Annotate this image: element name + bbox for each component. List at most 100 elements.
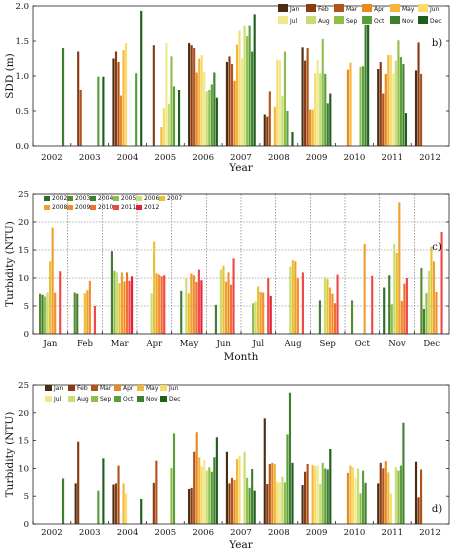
legend-swatch [45, 385, 52, 391]
bar [350, 300, 354, 334]
bar [172, 433, 176, 524]
x-tick-label: 2002 [41, 153, 63, 163]
bar [430, 246, 433, 334]
bar [73, 292, 76, 334]
bar [113, 270, 116, 334]
bar [160, 127, 163, 146]
bar [235, 44, 239, 146]
bar [44, 296, 47, 334]
legend-label: 2012 [144, 204, 159, 211]
legend-swatch [68, 396, 75, 402]
bar [112, 484, 115, 524]
bar [79, 90, 82, 146]
x-tick-label: 2008 [268, 528, 290, 538]
bar [170, 56, 173, 146]
bar [158, 274, 161, 334]
x-tick-label: 2006 [192, 153, 214, 163]
bar [324, 468, 327, 524]
bar [190, 45, 193, 147]
bar [266, 116, 269, 146]
x-tick-label: 2004 [117, 153, 139, 163]
y-tick-label: 0.5 [15, 107, 29, 117]
bar [387, 472, 390, 524]
bar [177, 90, 181, 146]
y-tick-label: 2.0 [15, 2, 29, 12]
bar [61, 48, 65, 146]
bar [243, 451, 246, 524]
legend-swatch [159, 196, 165, 201]
bar [420, 73, 423, 146]
bar [51, 227, 54, 334]
bar [359, 493, 362, 524]
legend-swatch [390, 16, 400, 24]
bar [243, 25, 246, 147]
bar [59, 271, 62, 334]
bar [393, 243, 396, 334]
bar [253, 14, 256, 147]
bar [219, 269, 223, 334]
bar [304, 60, 307, 146]
bar [398, 202, 401, 334]
bar [83, 293, 86, 334]
bar [392, 73, 395, 146]
bar [351, 467, 355, 524]
legend-swatch [362, 16, 372, 24]
y-tick-label: 15 [18, 246, 29, 256]
x-tick-label: 2010 [344, 528, 366, 538]
bar [112, 58, 115, 146]
bar [195, 281, 198, 334]
legend-label: Mar [346, 6, 358, 13]
bar [296, 278, 299, 334]
bar [170, 467, 173, 524]
bar [213, 457, 216, 524]
bar [235, 458, 239, 524]
bar [356, 468, 360, 524]
x-tick-label: May [180, 339, 199, 349]
bar [86, 290, 89, 334]
bar [120, 272, 124, 334]
bar [383, 287, 386, 334]
y-tick-label: 10 [18, 464, 29, 474]
legend-label: 2004 [98, 195, 113, 202]
bar [273, 106, 276, 146]
bar [269, 295, 272, 334]
bar [394, 467, 397, 524]
legend-label: 2002 [52, 195, 67, 202]
legend-swatch [113, 205, 119, 210]
x-tick-label: Sep [320, 339, 337, 349]
legend-label: Feb [77, 385, 88, 392]
x-tick-label: Dec [423, 339, 440, 349]
bar [140, 498, 143, 524]
bar [397, 470, 400, 524]
bar [268, 463, 271, 524]
bar [197, 269, 200, 334]
bar [200, 466, 203, 524]
bar [324, 73, 327, 146]
legend-swatch [160, 385, 167, 391]
bar [38, 293, 42, 334]
bar [203, 460, 206, 524]
bar [390, 304, 393, 334]
bar [131, 276, 134, 334]
y-tick-label: 5 [24, 492, 29, 502]
bar [405, 278, 408, 334]
legend-swatch [90, 205, 96, 210]
bar [326, 279, 329, 334]
bar [314, 466, 317, 524]
y-tick-label: 0 [24, 330, 29, 340]
bar [49, 261, 52, 334]
bar [379, 462, 382, 524]
bar [246, 36, 249, 146]
legend-swatch [160, 396, 167, 402]
bar [349, 62, 352, 147]
x-tick-label: Apr [146, 339, 164, 349]
bar [214, 304, 217, 334]
bar [225, 451, 229, 524]
bar [125, 272, 129, 334]
legend-swatch [334, 4, 344, 12]
bar [54, 292, 57, 334]
bar [205, 91, 208, 146]
bar [289, 266, 292, 334]
bar [115, 272, 119, 334]
x-tick-label: Oct [355, 339, 371, 349]
